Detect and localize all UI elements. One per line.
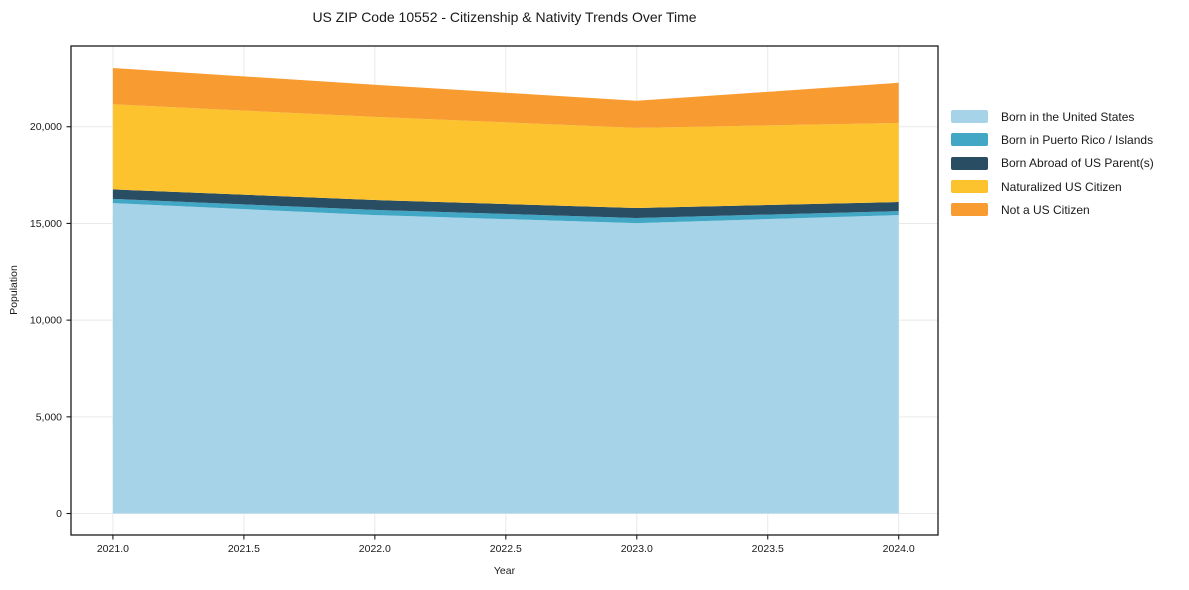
x-tick-label: 2022.0 xyxy=(359,543,391,555)
legend-swatch-icon xyxy=(951,133,988,147)
area-born-abroad-of-us-parents xyxy=(112,189,899,218)
legend-swatch-icon xyxy=(951,180,988,194)
y-tick-label: 0 xyxy=(56,508,62,520)
legend-swatch-icon xyxy=(951,156,988,170)
legend-swatch-icon xyxy=(951,110,988,124)
x-tick-label: 2021.0 xyxy=(97,543,129,555)
area-not-a-us-citizen xyxy=(112,68,899,128)
y-tick-label: 15,000 xyxy=(30,218,62,230)
legend-label: Born in the United States xyxy=(1001,109,1135,124)
legend-label: Naturalized US Citizen xyxy=(1001,179,1122,194)
plot-border xyxy=(70,45,939,536)
legend-label: Not a US Citizen xyxy=(1001,202,1090,217)
area-born-in-puerto-rico-islands xyxy=(112,198,899,224)
legend-label: Born in Puerto Rico / Islands xyxy=(1001,132,1154,147)
legend-item-born-in-the-united-states: Born in the United States xyxy=(951,105,1187,128)
area-born-in-the-united-states xyxy=(112,203,899,514)
y-axis-label: Population xyxy=(8,265,20,315)
y-tick-label: 5,000 xyxy=(36,411,62,423)
legend-item-not-a-us-citizen: Not a US Citizen xyxy=(951,198,1187,221)
legend-item-born-in-puerto-rico-islands: Born in Puerto Rico / Islands xyxy=(951,128,1187,151)
legend-item-naturalized-us-citizen: Naturalized US Citizen xyxy=(951,175,1187,198)
x-tick-label: 2023.0 xyxy=(621,543,653,555)
x-tick-label: 2021.5 xyxy=(228,543,260,555)
area-naturalized-us-citizen xyxy=(112,104,899,208)
legend: Born in the United States Born in Puerto… xyxy=(951,105,1187,221)
y-tick-label: 20,000 xyxy=(30,121,62,133)
legend-item-born-abroad-of-us-parents: Born Abroad of US Parent(s) xyxy=(951,152,1187,175)
x-tick-label: 2022.5 xyxy=(490,543,522,555)
legend-label: Born Abroad of US Parent(s) xyxy=(1001,156,1154,171)
y-tick-label: 10,000 xyxy=(30,315,62,327)
legend-swatch-icon xyxy=(951,203,988,217)
x-tick-label: 2023.5 xyxy=(752,543,784,555)
chart-title: US ZIP Code 10552 - Citizenship & Nativi… xyxy=(312,9,697,25)
x-tick-label: 2024.0 xyxy=(883,543,915,555)
x-axis-label: Year xyxy=(493,565,516,577)
